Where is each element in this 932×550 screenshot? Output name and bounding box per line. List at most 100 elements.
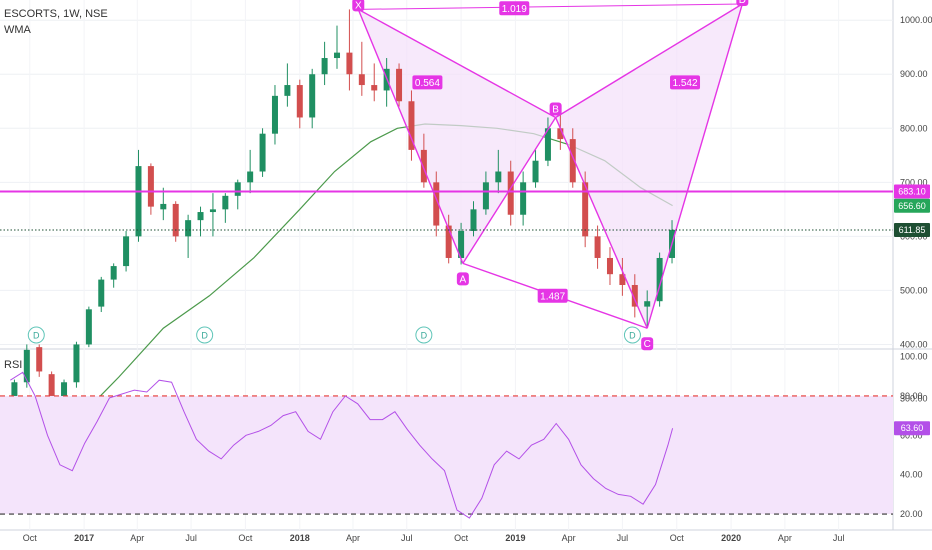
candle-body	[321, 58, 328, 75]
candle-body	[445, 225, 452, 258]
pattern-leg-bc	[554, 117, 648, 329]
pattern-ratio-box	[499, 1, 530, 16]
candle-body	[85, 309, 92, 345]
time-tick-label: Apr	[778, 533, 792, 543]
pattern-point-label: C	[644, 339, 651, 350]
candle-body	[185, 220, 192, 237]
candle-body	[147, 166, 154, 207]
candle-body	[296, 85, 303, 118]
price-tag-label: 683.10	[898, 186, 926, 196]
candle-body	[284, 85, 291, 96]
candle-body	[309, 74, 316, 118]
dividend-marker	[623, 326, 641, 344]
price-tag-box	[894, 198, 930, 213]
candle-body	[23, 349, 30, 383]
pattern-point-label: D	[739, 0, 746, 6]
candle-body	[172, 203, 179, 237]
time-tick-label: Jul	[185, 533, 197, 543]
pattern-point-label: X	[355, 0, 362, 11]
rsi-layer	[0, 371, 893, 519]
price-tick-label: 700.00	[900, 177, 928, 187]
pattern-ratio: 1.487	[537, 288, 568, 303]
pattern-point-label: B	[552, 104, 559, 115]
pattern-point-c: C	[641, 337, 654, 351]
price-tick-label: 300.00	[900, 393, 928, 403]
pattern-ratio: 1.019	[499, 1, 530, 16]
pattern-point-label: A	[460, 274, 467, 285]
candle-body	[371, 85, 378, 91]
price-tag-box	[894, 222, 930, 237]
candle-body	[346, 52, 353, 75]
candle-body	[73, 344, 80, 383]
candle-body	[606, 257, 613, 275]
pattern-point-b: B	[549, 102, 562, 116]
rsi-tick-label: 100.00	[900, 352, 928, 362]
pattern-leg-ab	[462, 117, 557, 264]
price-tick-label: 500.00	[900, 285, 928, 295]
price-line-layer	[0, 190, 893, 231]
candle-body	[482, 182, 489, 210]
time-tick-label: Oct	[23, 533, 38, 543]
candle-body	[160, 203, 167, 210]
candle-body	[209, 209, 216, 213]
candle-body	[110, 266, 117, 280]
indicator-label-rsi: RSI	[4, 359, 23, 371]
candle-body	[222, 195, 229, 210]
time-tick-label: Oct	[454, 533, 469, 543]
time-tick-label: 2017	[74, 533, 94, 543]
candle-body	[396, 68, 403, 102]
time-tick-label: Apr	[346, 533, 360, 543]
pattern-ratio-label: 1.019	[502, 4, 527, 15]
candle-body	[334, 52, 341, 59]
pattern-diagonal-bd	[555, 3, 743, 119]
candle-body	[271, 95, 278, 134]
pattern-triangle-xab	[358, 9, 556, 264]
pattern-ratio-label: 0.564	[415, 78, 440, 89]
dividend-marker-label: D	[629, 331, 636, 341]
candle-body	[135, 166, 142, 237]
candle-layer	[11, 9, 676, 423]
candle-body	[61, 382, 68, 404]
candle-body	[569, 139, 576, 183]
candle-body	[582, 182, 589, 237]
pattern-leg-xd	[358, 3, 743, 10]
pattern-ratio-label: 1.487	[540, 291, 565, 302]
dividend-marker-label: D	[201, 331, 208, 341]
price-tag: 611.85	[894, 222, 930, 237]
candle-body	[544, 128, 551, 161]
symbol-title: ESCORTS, 1W, NSE	[4, 8, 108, 20]
pattern-ratio-box	[537, 288, 568, 303]
price-tick-label: 800.00	[900, 123, 928, 133]
candle-body	[507, 171, 514, 215]
rsi-tick-label: 20.00	[900, 509, 923, 519]
pattern-ratio: 1.542	[670, 75, 701, 90]
pattern-leg-cd	[646, 3, 744, 329]
pattern-leg-xa	[357, 9, 464, 264]
price-tag-box	[894, 184, 930, 199]
candle-body	[656, 257, 663, 302]
rsi-tick-label: 60.00	[900, 430, 923, 440]
candle-body	[557, 128, 564, 140]
pattern-diagonal-xb	[357, 8, 556, 119]
dividend-marker	[196, 326, 214, 344]
price-tag: 656.60	[894, 198, 930, 213]
candle-body	[470, 209, 477, 231]
candle-body	[420, 149, 427, 183]
candle-body	[495, 171, 502, 183]
price-tick-label: 900.00	[900, 69, 928, 79]
rsi-tick-label: 80.00	[900, 391, 923, 401]
pattern-ratio: 0.564	[412, 75, 443, 90]
candle-body	[458, 230, 465, 258]
pattern-ratio-box	[670, 75, 701, 90]
rsi-tick-label: 40.00	[900, 470, 923, 480]
rsi-line	[10, 371, 674, 519]
axis-layer: 300.00400.00500.00600.00700.00800.00900.…	[23, 15, 932, 543]
candle-body	[619, 274, 626, 285]
indicator-label-wma: WMA	[4, 24, 31, 36]
candle-body	[36, 347, 43, 372]
time-tick-label: Oct	[670, 533, 685, 543]
rsi-value-tag-box	[894, 421, 930, 436]
candle-body	[594, 236, 601, 258]
